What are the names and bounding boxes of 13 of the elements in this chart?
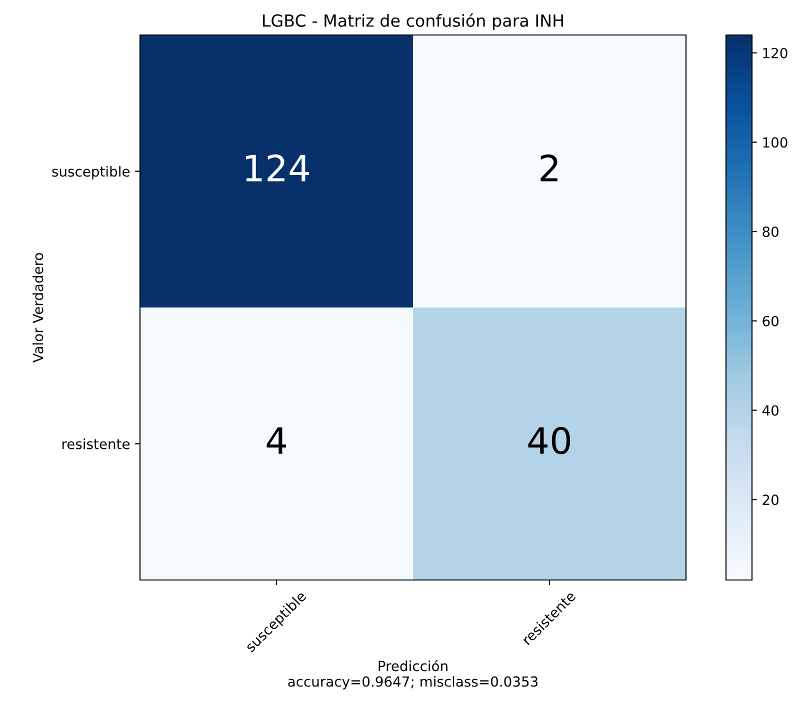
color-bar-label: 120 (763, 48, 788, 58)
data-label: 124 (246, 154, 309, 182)
color-bar-label: 20 (762, 494, 778, 506)
x-axis-title: Predicción accuracy=0.9647; misclass=0.0353 (288, 660, 538, 690)
data-label: 4 (266, 427, 286, 454)
color-bar-label: 80 (762, 226, 778, 238)
chart-title: LGBC - Matriz de confusión para INH (263, 13, 563, 30)
color-bar-label: 100 (763, 137, 788, 148)
color-bar-label: 60 (762, 316, 778, 326)
data-label: 40 (528, 426, 570, 454)
y-axis-title: Valor Verdadero (32, 253, 44, 363)
data-label: 2 (540, 154, 558, 182)
color-bar-label: 40 (762, 405, 778, 416)
